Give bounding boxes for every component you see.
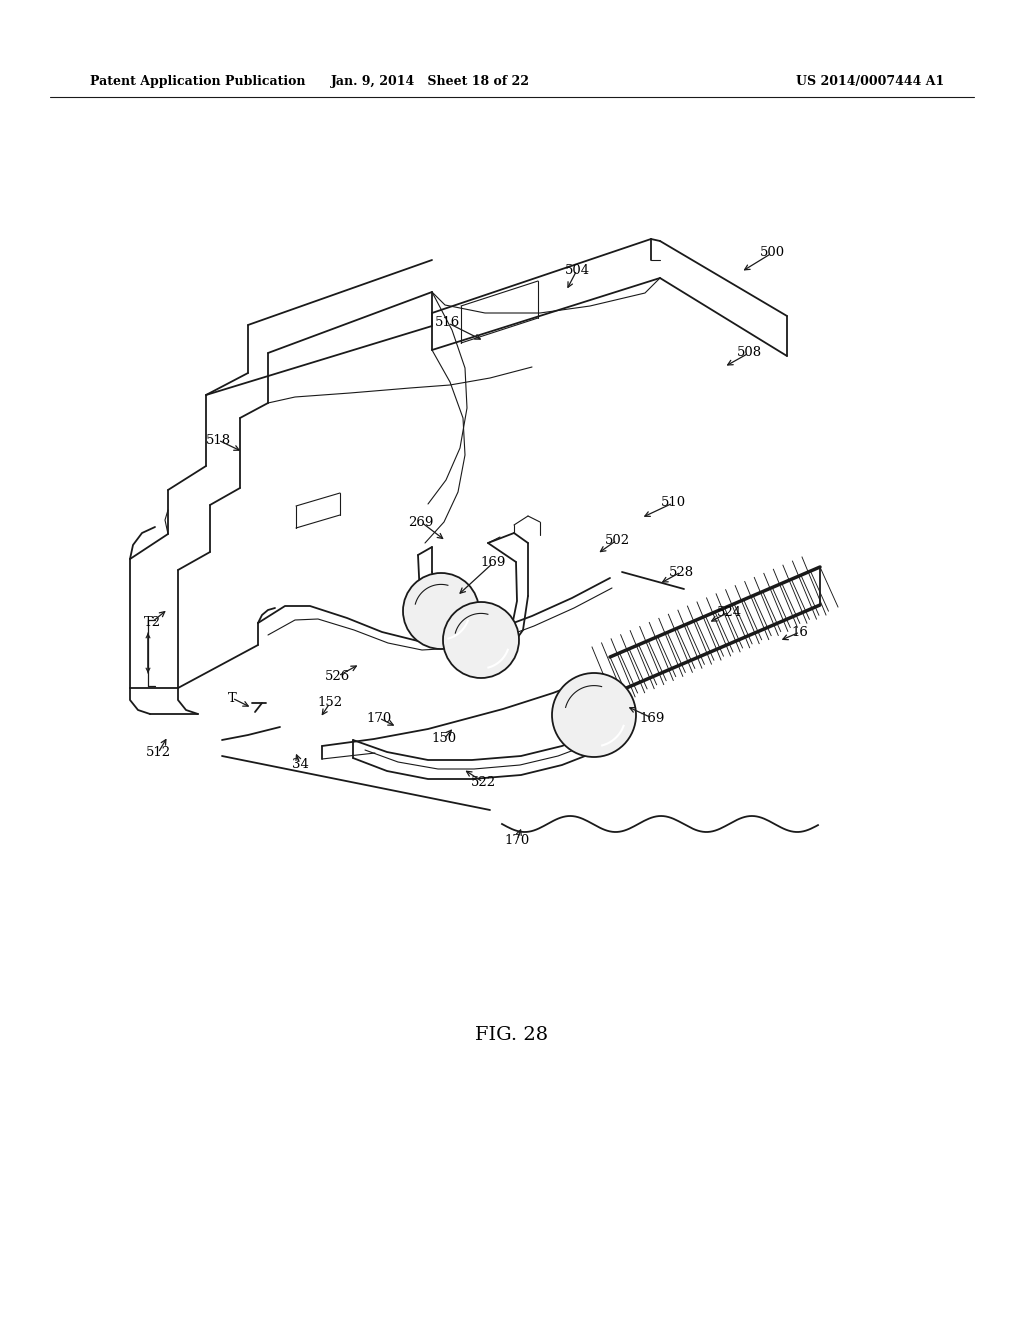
Text: 170: 170 [367,711,391,725]
Text: 16: 16 [792,626,808,639]
Text: US 2014/0007444 A1: US 2014/0007444 A1 [796,75,944,88]
Circle shape [552,673,636,756]
Text: 34: 34 [292,758,308,771]
Text: 522: 522 [470,776,496,788]
Text: 524: 524 [717,606,741,619]
Text: 169: 169 [480,557,506,569]
Text: 526: 526 [326,669,350,682]
Circle shape [403,573,479,649]
Text: 518: 518 [206,433,230,446]
Text: 510: 510 [660,496,685,510]
Text: 528: 528 [669,565,693,578]
Text: 504: 504 [564,264,590,276]
Text: T2: T2 [143,615,161,628]
Text: Jan. 9, 2014   Sheet 18 of 22: Jan. 9, 2014 Sheet 18 of 22 [331,75,529,88]
Text: 508: 508 [736,346,762,359]
Circle shape [443,602,519,678]
Text: Patent Application Publication: Patent Application Publication [90,75,305,88]
Text: 500: 500 [760,247,784,260]
Text: FIG. 28: FIG. 28 [475,1026,549,1044]
Text: 269: 269 [409,516,434,528]
Text: 516: 516 [435,317,461,330]
Text: 169: 169 [639,711,665,725]
Text: 152: 152 [317,697,343,710]
Text: 502: 502 [604,533,630,546]
Text: 150: 150 [431,733,457,746]
Text: 170: 170 [505,833,529,846]
Text: 512: 512 [145,747,171,759]
Text: T: T [227,692,237,705]
